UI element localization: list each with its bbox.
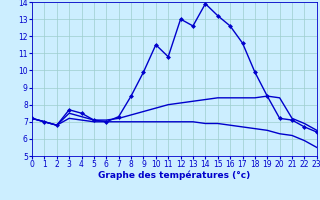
X-axis label: Graphe des températures (°c): Graphe des températures (°c) (98, 171, 251, 180)
